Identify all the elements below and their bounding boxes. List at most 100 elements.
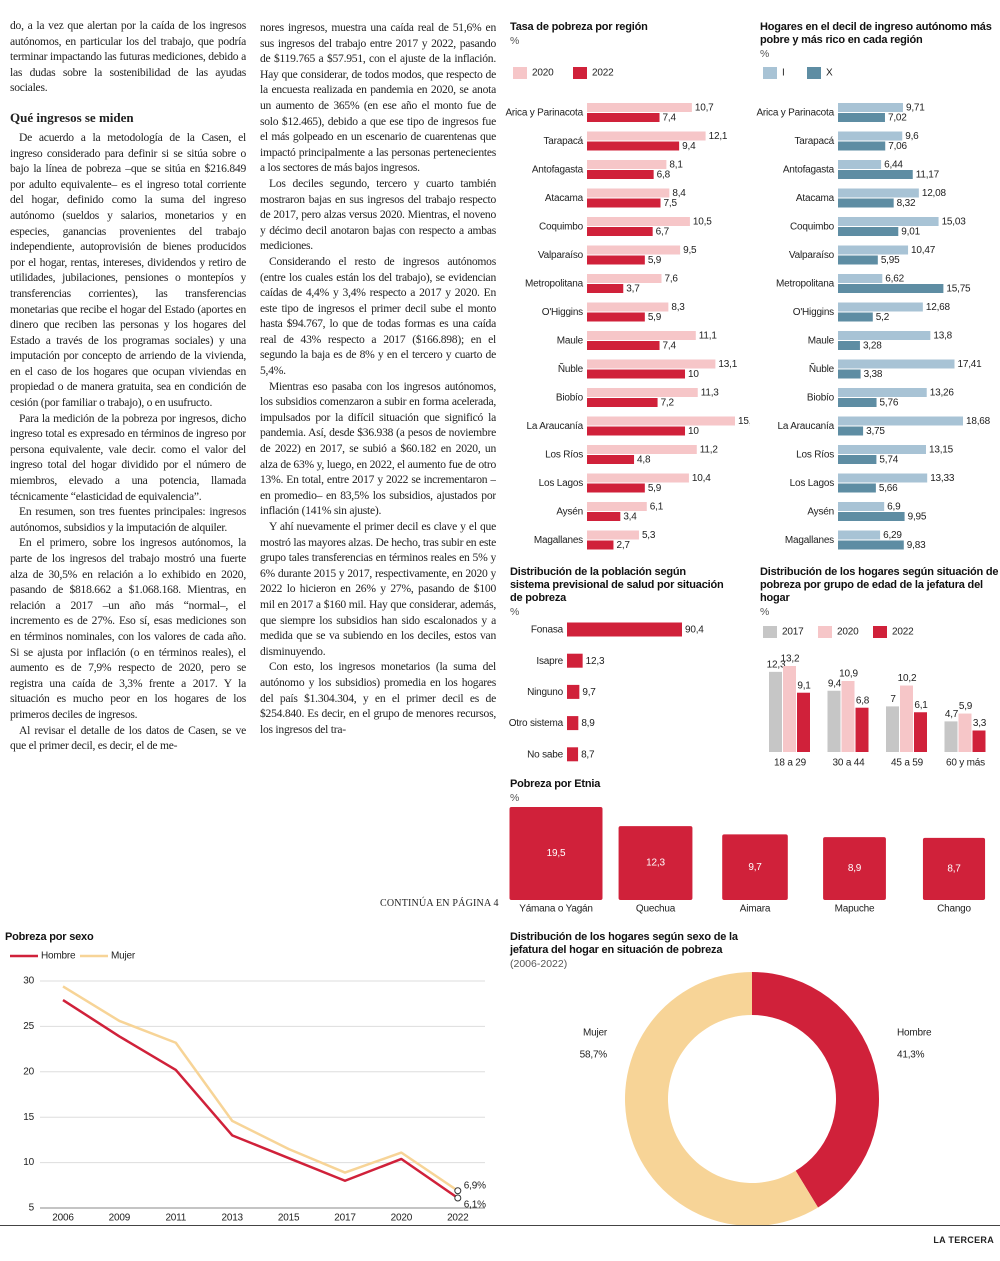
- value-label: 6,44: [884, 160, 903, 171]
- chart-canvas: Fonasa 90,4 Isapre 12,3 Ninguno 9,7 Otro siste…: [509, 622, 705, 762]
- value-label: 9,6: [905, 131, 919, 142]
- value-label: 11,1: [699, 331, 718, 342]
- legend-label: Hombre: [41, 951, 76, 962]
- bar: [587, 341, 660, 350]
- bar: [838, 312, 873, 322]
- value-label: 17,41: [958, 359, 983, 370]
- value-label: 12,1: [709, 131, 728, 142]
- value-label: 6,1: [650, 502, 664, 513]
- value-label: 5,76: [880, 398, 899, 409]
- category-label: Tarapacá: [543, 136, 583, 147]
- value-label: 3,3: [973, 718, 987, 729]
- footer-rule: [0, 1225, 1000, 1226]
- bar: [587, 359, 716, 369]
- value-label: 8,3: [671, 302, 685, 313]
- continued-note: CONTINÚA EN PÁGINA 4: [380, 898, 499, 909]
- chart-subtitle: (2006-2022): [510, 958, 568, 970]
- bar: [841, 680, 855, 752]
- value-label: 13,33: [930, 473, 955, 484]
- value-label: 5,9: [959, 701, 973, 712]
- bar: [587, 502, 647, 511]
- value-label: 13,26: [930, 388, 955, 399]
- category-label: Tarapacá: [794, 136, 834, 147]
- bar: [567, 653, 583, 668]
- legend-swatch: [807, 67, 821, 79]
- category-label: Antofagasta: [783, 165, 835, 176]
- category-label: Aysén: [807, 507, 834, 518]
- bar: [838, 141, 886, 151]
- value-label: 9,71: [906, 103, 925, 114]
- value-label: 8,9: [848, 863, 862, 874]
- category-label: Quechua: [636, 904, 676, 915]
- chart-canvas: Hombre 41,3% Mujer 58,7%: [580, 972, 932, 1226]
- brand: LA TERCERA: [933, 1235, 994, 1245]
- bar: [838, 473, 928, 483]
- category-label: Biobío: [556, 393, 584, 404]
- unit-label: %: [760, 606, 770, 618]
- area-square: [922, 837, 986, 900]
- chart: I X Arica y Parinacota 9,71 7,02 Tarapacá 9,6 7…: [755, 15, 1000, 560]
- category-label: La Araucanía: [777, 421, 834, 432]
- value-label: 15,75: [946, 284, 971, 295]
- bar: [769, 671, 782, 752]
- bar: [838, 416, 963, 426]
- chart-title: Tasa de pobreza por región: [510, 21, 648, 33]
- category-label: Metropolitana: [525, 279, 584, 290]
- category-label: Atacama: [796, 193, 835, 204]
- line-series: [62, 999, 459, 1200]
- category-label: Hombre: [897, 1028, 932, 1039]
- value-label: 9,4: [682, 141, 696, 152]
- value-label: 8,1: [669, 160, 683, 171]
- chart-canvas: 19,5 Yámana o Yagán 12,3 Quechua 9,7 Aimara 8,…: [509, 807, 986, 915]
- bar: [587, 312, 645, 322]
- value-label: 10: [688, 426, 699, 437]
- bar: [838, 483, 876, 493]
- bar: [587, 302, 669, 312]
- bar: [855, 707, 869, 752]
- paragraph: Y ahí nuevamente el primer decil es clav…: [260, 520, 496, 658]
- point-marker: [454, 1187, 462, 1195]
- value-label: 7: [890, 694, 896, 705]
- legend-label: 2022: [592, 68, 614, 79]
- y-tick-label: 30: [23, 976, 34, 987]
- value-label: 7,06: [888, 141, 907, 152]
- value-label: 3,28: [863, 341, 882, 352]
- donut-segment: [752, 972, 879, 1208]
- bar: [838, 170, 913, 179]
- bar: [838, 502, 885, 511]
- bar: [838, 388, 927, 397]
- value-label: 3,38: [864, 369, 883, 380]
- value-label: 5,9: [648, 255, 662, 266]
- value-label: 10,9: [839, 669, 858, 680]
- y-tick-label: 20: [23, 1066, 34, 1077]
- legend-label: Mujer: [111, 951, 136, 962]
- category-label: No sabe: [527, 749, 563, 760]
- value-label: 6,29: [883, 530, 902, 541]
- value-label: 18,68: [966, 416, 991, 427]
- bar: [587, 170, 654, 179]
- bar: [587, 284, 624, 293]
- chart-header: Pobreza por Etnia %: [510, 778, 810, 805]
- bar: [838, 455, 877, 464]
- category-label: Maule: [808, 336, 835, 347]
- value-label: 4,8: [637, 455, 651, 466]
- category-label: 60 y más: [946, 758, 985, 769]
- x-tick-label: 2013: [221, 1213, 243, 1224]
- paragraph: Considerando el resto de ingresos autóno…: [260, 254, 496, 378]
- paragraph: De acuerdo a la metodología de la Casen,…: [10, 130, 246, 410]
- bar: [838, 217, 939, 226]
- bar: [838, 103, 903, 112]
- value-label: 9,7: [748, 862, 762, 873]
- x-tick-label: 2017: [334, 1213, 356, 1224]
- x-tick-label: 2009: [109, 1213, 131, 1224]
- category-label: Metropolitana: [776, 279, 835, 290]
- bar: [587, 398, 658, 407]
- bar: [797, 692, 810, 752]
- category-label: Biobío: [807, 393, 835, 404]
- bar: [587, 540, 614, 550]
- bar: [587, 245, 681, 255]
- bar: [838, 302, 923, 312]
- legend-label: 2020: [837, 627, 859, 638]
- chart-canvas: 2017 2020 2022 18 a 29 12,313,2 9,1 30 a 44 9,4…: [763, 626, 987, 769]
- bar: [838, 445, 926, 454]
